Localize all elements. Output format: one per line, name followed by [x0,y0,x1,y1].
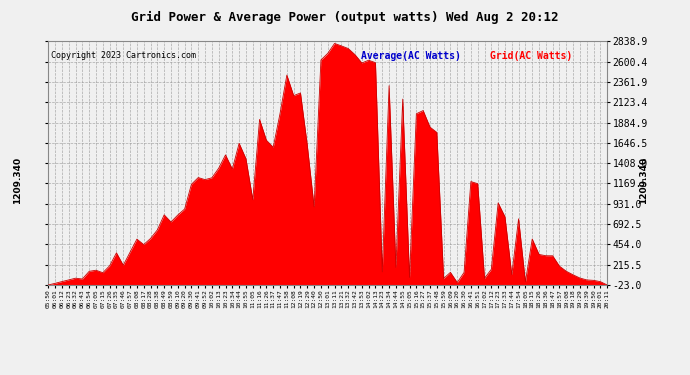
Text: 1209.340: 1209.340 [13,156,22,204]
Text: 1209.340: 1209.340 [639,156,648,204]
Text: Copyright 2023 Cartronics.com: Copyright 2023 Cartronics.com [51,51,196,60]
Text: Grid(AC Watts): Grid(AC Watts) [490,51,572,61]
Text: Grid Power & Average Power (output watts) Wed Aug 2 20:12: Grid Power & Average Power (output watts… [131,11,559,24]
Text: Average(AC Watts): Average(AC Watts) [362,51,461,61]
